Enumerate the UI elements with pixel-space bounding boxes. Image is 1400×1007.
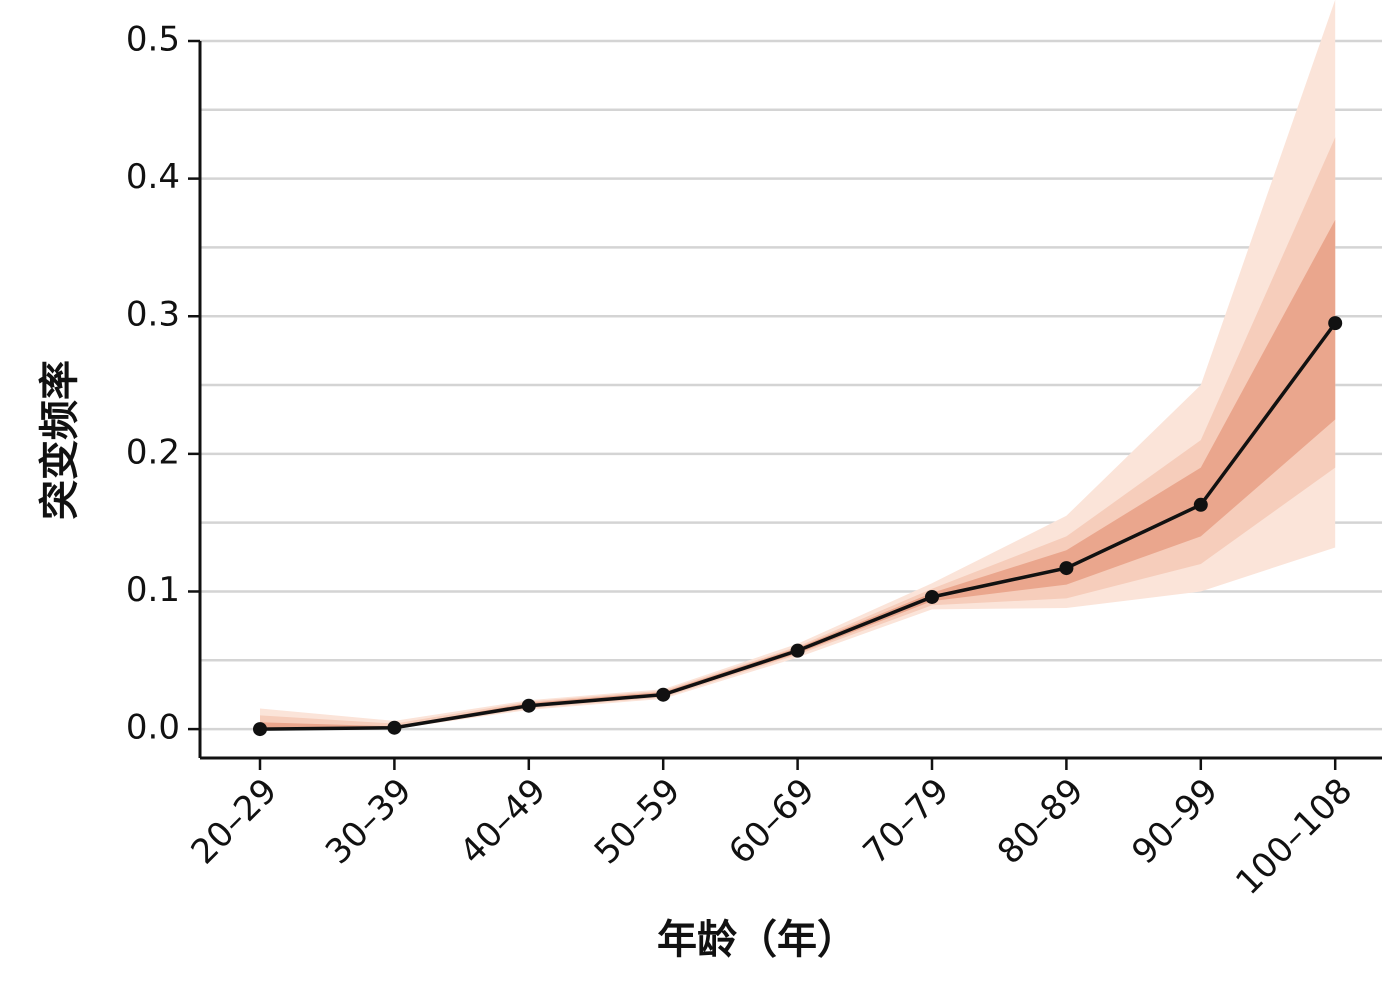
x-tick-label: 100–108 xyxy=(1228,771,1360,903)
point xyxy=(253,722,267,737)
point xyxy=(387,720,402,735)
y-axis-title: 突变频率 xyxy=(37,360,83,520)
point xyxy=(925,589,939,604)
y-tick-label: 0.3 xyxy=(126,295,180,335)
point xyxy=(521,698,536,713)
x-tick-label: 20–29 xyxy=(184,771,285,872)
point xyxy=(1059,561,1074,576)
point xyxy=(656,687,671,702)
y-tick-label: 0.1 xyxy=(126,570,180,610)
point xyxy=(790,643,805,658)
y-tick-label: 0.0 xyxy=(126,708,180,748)
x-tick-label: 30–39 xyxy=(318,771,419,872)
point xyxy=(1193,497,1208,512)
y-tick-label: 0.5 xyxy=(126,20,180,60)
x-tick-label: 60–69 xyxy=(721,771,822,872)
y-tick-label: 0.2 xyxy=(126,432,180,472)
x-tick-label: 70–79 xyxy=(856,771,957,872)
y-tick-label: 0.4 xyxy=(126,157,180,197)
x-axis-title: 年龄（年） xyxy=(657,917,857,963)
point xyxy=(1328,316,1343,331)
x-tick-label: 90–99 xyxy=(1124,771,1225,872)
x-tick-label: 40–49 xyxy=(452,771,553,872)
x-tick-label: 80–89 xyxy=(990,771,1091,872)
x-tick-label: 50–59 xyxy=(587,771,688,872)
